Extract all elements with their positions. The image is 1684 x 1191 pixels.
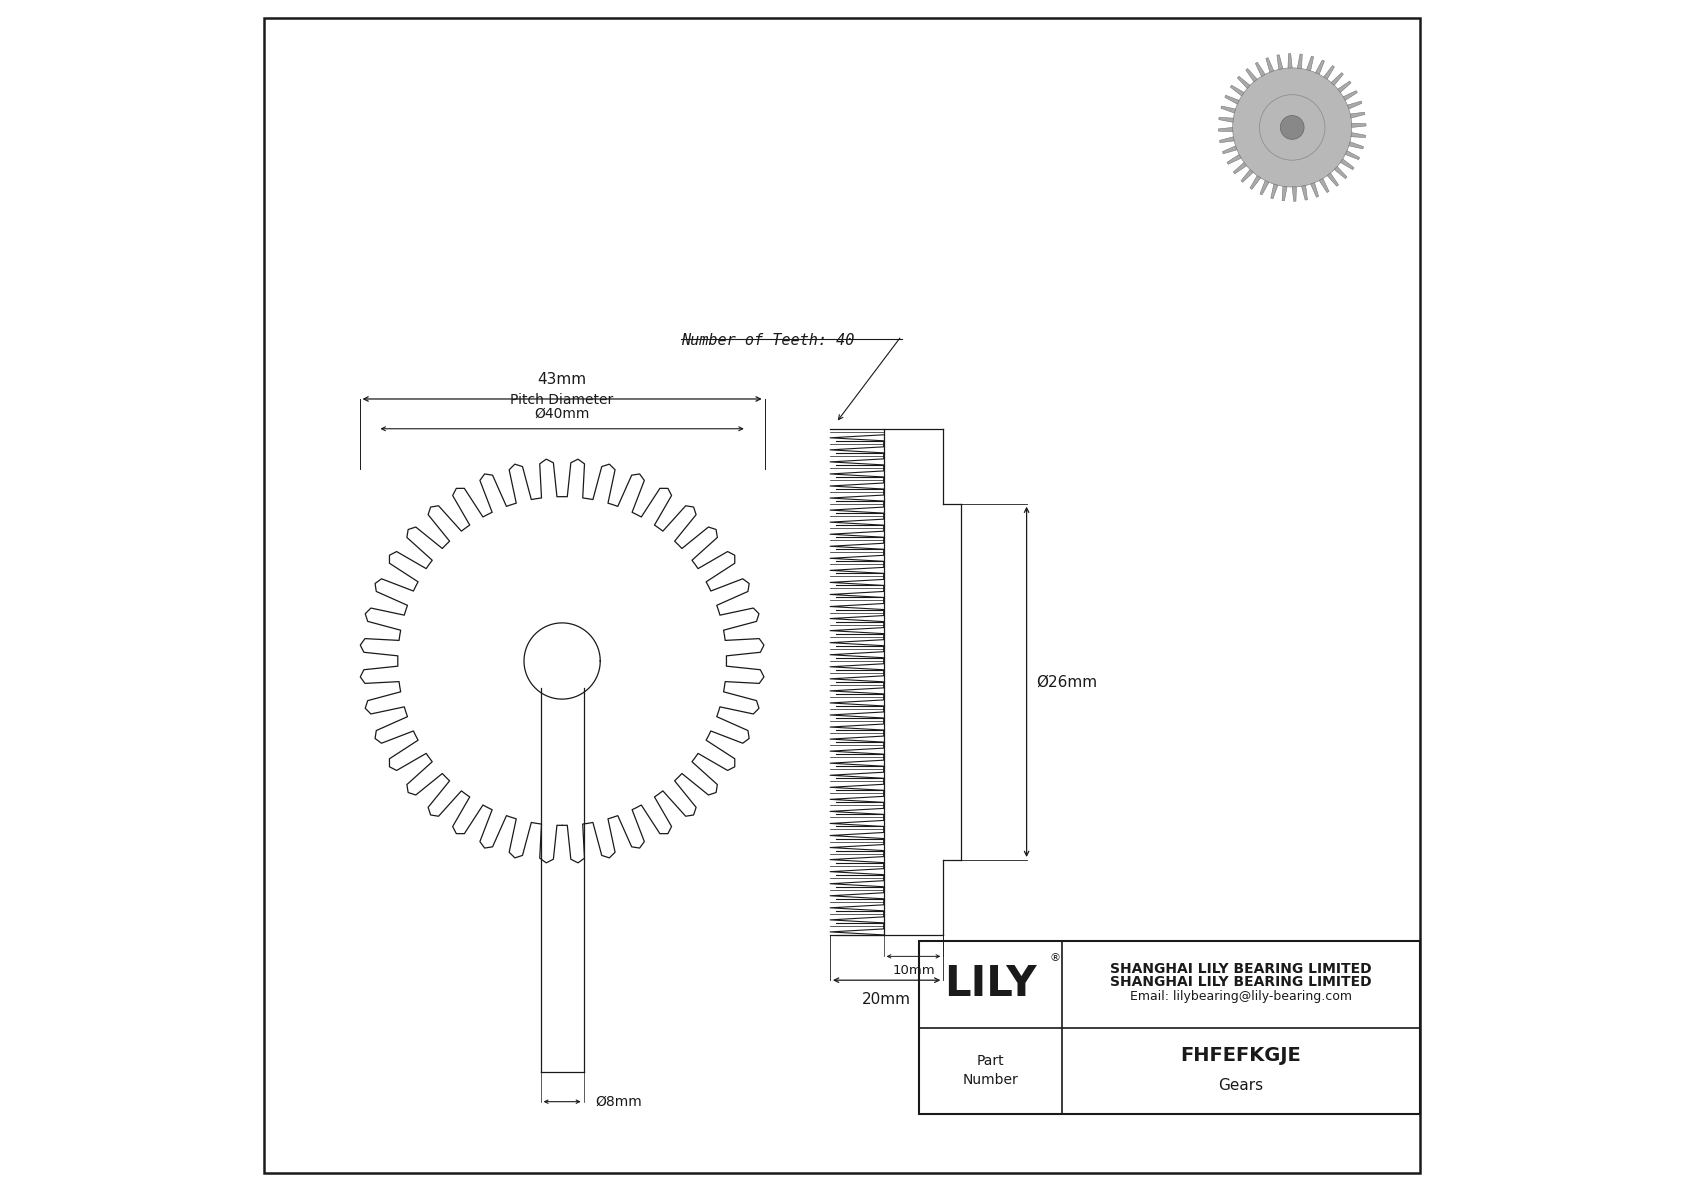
Polygon shape <box>1246 69 1258 82</box>
Text: LILY: LILY <box>945 964 1037 1005</box>
Polygon shape <box>1334 167 1347 179</box>
Text: 20mm: 20mm <box>862 992 911 1008</box>
Text: Gears: Gears <box>1219 1078 1263 1092</box>
Polygon shape <box>1219 118 1233 123</box>
Polygon shape <box>1219 137 1234 143</box>
Polygon shape <box>1241 169 1253 182</box>
Polygon shape <box>1282 186 1287 201</box>
Text: Ø8mm: Ø8mm <box>596 1095 642 1109</box>
Text: FHFEFKGJE: FHFEFKGJE <box>1180 1046 1302 1065</box>
Polygon shape <box>1307 56 1314 70</box>
Polygon shape <box>1310 182 1319 198</box>
Polygon shape <box>1218 127 1233 132</box>
Text: ®: ® <box>1049 953 1061 964</box>
Polygon shape <box>1332 73 1344 86</box>
Polygon shape <box>1233 162 1246 174</box>
Bar <box>919 941 1420 1114</box>
Text: Number of Teeth: 40: Number of Teeth: 40 <box>682 333 854 349</box>
Polygon shape <box>1255 62 1265 76</box>
Text: Part
Number: Part Number <box>963 1054 1019 1087</box>
Polygon shape <box>1288 54 1292 68</box>
Polygon shape <box>1344 91 1357 100</box>
Text: Ø26mm: Ø26mm <box>1036 674 1098 690</box>
Polygon shape <box>1337 81 1351 93</box>
Polygon shape <box>1347 101 1362 110</box>
Polygon shape <box>1351 112 1366 118</box>
Polygon shape <box>1276 55 1283 69</box>
Polygon shape <box>1228 155 1241 164</box>
Text: Email: lilybearing@lily-bearing.com: Email: lilybearing@lily-bearing.com <box>1130 990 1352 1003</box>
Text: Pitch Diameter: Pitch Diameter <box>510 393 613 407</box>
Polygon shape <box>1238 76 1250 88</box>
Polygon shape <box>1315 60 1324 74</box>
Polygon shape <box>1327 173 1339 186</box>
Polygon shape <box>1266 57 1273 73</box>
Polygon shape <box>1250 175 1261 189</box>
Circle shape <box>1280 116 1303 139</box>
Polygon shape <box>1351 132 1366 137</box>
Polygon shape <box>1224 95 1239 105</box>
Polygon shape <box>1260 181 1270 195</box>
Polygon shape <box>1223 145 1238 154</box>
Polygon shape <box>1297 54 1302 69</box>
Polygon shape <box>1302 186 1307 200</box>
Polygon shape <box>1221 106 1236 113</box>
Text: Ø40mm: Ø40mm <box>534 406 589 420</box>
Polygon shape <box>1324 66 1334 80</box>
Polygon shape <box>1231 86 1244 96</box>
Text: SHANGHAI LILY BEARING LIMITED: SHANGHAI LILY BEARING LIMITED <box>1110 962 1372 975</box>
Polygon shape <box>1346 150 1359 160</box>
Polygon shape <box>1271 185 1278 199</box>
Polygon shape <box>1340 158 1354 169</box>
Circle shape <box>1233 68 1352 187</box>
Polygon shape <box>1292 187 1297 201</box>
Polygon shape <box>1349 142 1364 149</box>
Polygon shape <box>1319 179 1329 193</box>
Text: 43mm: 43mm <box>537 372 586 387</box>
Text: SHANGHAI LILY BEARING LIMITED: SHANGHAI LILY BEARING LIMITED <box>1110 975 1372 989</box>
Text: 10mm: 10mm <box>893 964 935 977</box>
Polygon shape <box>1352 123 1366 127</box>
